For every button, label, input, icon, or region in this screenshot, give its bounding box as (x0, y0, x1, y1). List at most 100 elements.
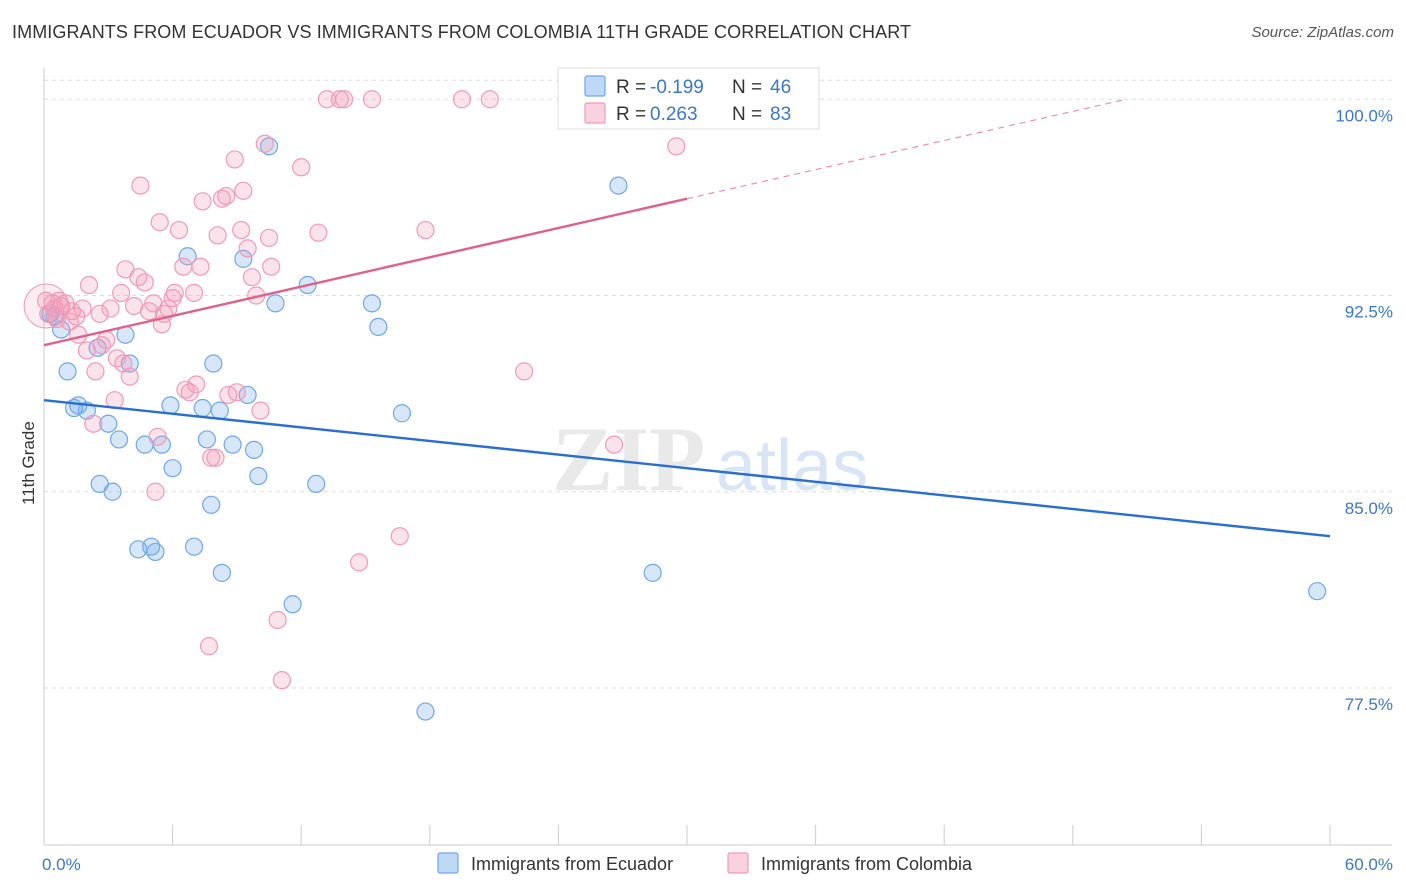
colombia-point (515, 362, 534, 381)
legend-label: Immigrants from Ecuador (471, 854, 673, 874)
stats-swatch (584, 75, 606, 97)
colombia-point (187, 375, 206, 394)
colombia-point (169, 220, 189, 240)
colombia-point (79, 275, 99, 295)
colombia-point (73, 299, 92, 318)
ecuador-point (244, 440, 264, 459)
colombia-trend-extension (686, 98, 1127, 200)
colombia-point (334, 90, 354, 109)
colombia-point (225, 150, 244, 169)
colombia-point (232, 220, 251, 240)
x-tick-label-max: 60.0% (1345, 855, 1393, 874)
colombia-point (69, 325, 88, 344)
stats-r-value: -0.199 (650, 77, 704, 98)
ecuador-point (146, 542, 165, 562)
colombia-point (165, 283, 184, 302)
colombia-point (193, 192, 212, 211)
ecuador-point (416, 702, 435, 721)
colombia-point (242, 268, 262, 287)
colombia-point (206, 448, 225, 467)
ecuador-point (178, 247, 197, 266)
chart-source: Source: ZipAtlas.com (1251, 24, 1394, 41)
colombia-point (90, 304, 109, 323)
ecuador-point (103, 482, 122, 501)
ecuador-point (369, 317, 388, 336)
stats-r-label: R = (616, 77, 646, 98)
colombia-point (362, 90, 382, 109)
colombia-point (208, 226, 227, 245)
colombia-point (255, 134, 274, 153)
ecuador-point (238, 385, 257, 405)
ecuador-point (99, 414, 118, 433)
colombia-point (199, 637, 219, 656)
colombia-point (135, 273, 154, 292)
colombia-point (251, 401, 270, 420)
ecuador-point (392, 404, 412, 423)
ecuador-point (266, 294, 285, 313)
ecuador-point (202, 495, 221, 514)
watermark-atlas: atlas (716, 426, 868, 506)
y-tick-label: 100.0% (1335, 106, 1393, 125)
y-tick-label: 92.5% (1345, 303, 1393, 322)
colombia-point (184, 283, 204, 302)
colombia-point (234, 181, 253, 200)
y-tick-label: 85.0% (1345, 499, 1393, 518)
colombia-point (84, 414, 103, 433)
legend-label: Immigrants from Colombia (761, 854, 973, 874)
colombia-cluster-point (23, 283, 69, 329)
colombia-point (605, 435, 624, 454)
colombia-point (146, 482, 165, 501)
stats-r-value: 0.263 (650, 104, 698, 125)
colombia-point (292, 158, 311, 177)
colombia-point (416, 220, 435, 240)
ecuador-point (58, 362, 77, 381)
colombia-point (238, 239, 257, 258)
stats-n-value: 46 (770, 77, 791, 98)
colombia-point (112, 283, 131, 302)
colombia-point (97, 330, 116, 350)
ecuador-point (283, 595, 302, 614)
colombia-point (452, 90, 472, 109)
grid-lines (44, 79, 1392, 689)
colombia-point (268, 610, 287, 630)
stats-n-label: N = (732, 104, 762, 125)
colombia-point (101, 299, 120, 318)
watermark-zip: ZIP (552, 408, 705, 510)
ecuador-point (212, 563, 231, 582)
ecuador-point (643, 563, 662, 582)
series-legend: Immigrants from Ecuador Immigrants from C… (437, 852, 973, 874)
ecuador-point (223, 435, 242, 454)
legend-swatch (727, 852, 749, 874)
ecuador-point (197, 430, 216, 449)
stats-swatch (584, 102, 606, 124)
y-tick-label: 77.5% (1345, 695, 1393, 714)
axis-ticks: 77.5% 85.0% 92.5% 100.0% 0.0% 60.0% 11th Grade (19, 106, 1393, 874)
ecuador-point (307, 474, 326, 493)
data-points (23, 90, 1327, 721)
colombia-point (330, 90, 349, 109)
ecuador-point (193, 398, 212, 418)
ecuador-point (163, 459, 182, 478)
ecuador-point (249, 466, 268, 486)
colombia-point (120, 367, 139, 386)
stats-n-value: 83 (770, 104, 791, 125)
colombia-point (667, 137, 686, 156)
stats-r-label: R = (616, 104, 646, 125)
ecuador-point (362, 294, 382, 313)
chart-title: IMMIGRANTS FROM ECUADOR VS IMMIGRANTS FR… (12, 22, 912, 42)
stats-n-label: N = (732, 77, 762, 98)
colombia-point (131, 176, 150, 195)
colombia-point (202, 448, 221, 467)
stats-legend-box (557, 67, 820, 130)
colombia-point (390, 527, 409, 546)
trend-lines (43, 98, 1331, 538)
colombia-point (217, 186, 236, 206)
colombia-point (309, 223, 328, 242)
ecuador-trend-line (43, 398, 1331, 538)
colombia-point (262, 257, 281, 276)
colombia-point (150, 213, 169, 232)
legend-swatch (437, 852, 459, 874)
colombia-point (86, 362, 105, 381)
colombia-point (227, 383, 246, 402)
colombia-point (272, 671, 292, 690)
